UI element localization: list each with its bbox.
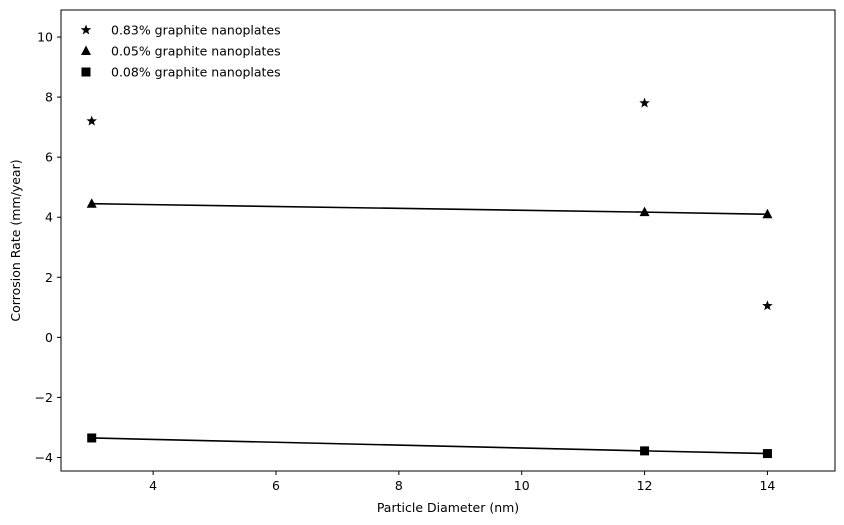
y-tick-label: 10 bbox=[37, 30, 53, 45]
series-triangle bbox=[86, 198, 773, 219]
series-star bbox=[86, 97, 773, 311]
series-square bbox=[87, 433, 772, 459]
legend-label: 0.05% graphite nanoplates bbox=[111, 44, 281, 59]
x-tick-label: 14 bbox=[759, 478, 775, 493]
legend-marker-star bbox=[80, 24, 92, 35]
x-tick-label: 6 bbox=[272, 478, 280, 493]
series-layer bbox=[86, 97, 773, 459]
y-tick-label: −4 bbox=[35, 450, 53, 465]
legend-marker-square bbox=[81, 67, 91, 77]
y-tick-label: 0 bbox=[45, 330, 53, 345]
data-point-square bbox=[640, 446, 650, 456]
legend: 0.83% graphite nanoplates 0.05% graphite … bbox=[80, 23, 281, 80]
x-axis: 4 6 8 10 12 14 bbox=[149, 471, 775, 493]
data-point-square bbox=[87, 433, 97, 443]
data-point-star bbox=[762, 300, 773, 311]
plot-frame bbox=[60, 9, 836, 472]
legend-marker-triangle bbox=[81, 45, 91, 55]
x-tick-label: 10 bbox=[514, 478, 530, 493]
x-tick-label: 8 bbox=[395, 478, 403, 493]
legend-label: 0.83% graphite nanoplates bbox=[111, 23, 281, 38]
y-tick-label: 2 bbox=[45, 270, 53, 285]
y-tick-label: −2 bbox=[35, 390, 53, 405]
x-tick-label: 12 bbox=[637, 478, 653, 493]
data-point-triangle bbox=[86, 198, 97, 208]
y-tick-label: 4 bbox=[45, 210, 53, 225]
data-point-star bbox=[86, 115, 97, 126]
y-axis: −4 −2 0 2 4 6 8 10 bbox=[35, 30, 61, 465]
y-axis-label: Corrosion Rate (mm/year) bbox=[8, 159, 23, 321]
data-point-square bbox=[762, 449, 772, 459]
data-point-triangle bbox=[762, 208, 773, 219]
y-tick-label: 8 bbox=[45, 90, 53, 105]
legend-label: 0.08% graphite nanoplates bbox=[111, 65, 281, 80]
x-tick-label: 4 bbox=[149, 478, 157, 493]
x-axis-label: Particle Diameter (nm) bbox=[377, 500, 519, 515]
y-tick-label: 6 bbox=[45, 150, 53, 165]
data-point-star bbox=[639, 97, 650, 108]
data-point-triangle bbox=[639, 206, 650, 217]
